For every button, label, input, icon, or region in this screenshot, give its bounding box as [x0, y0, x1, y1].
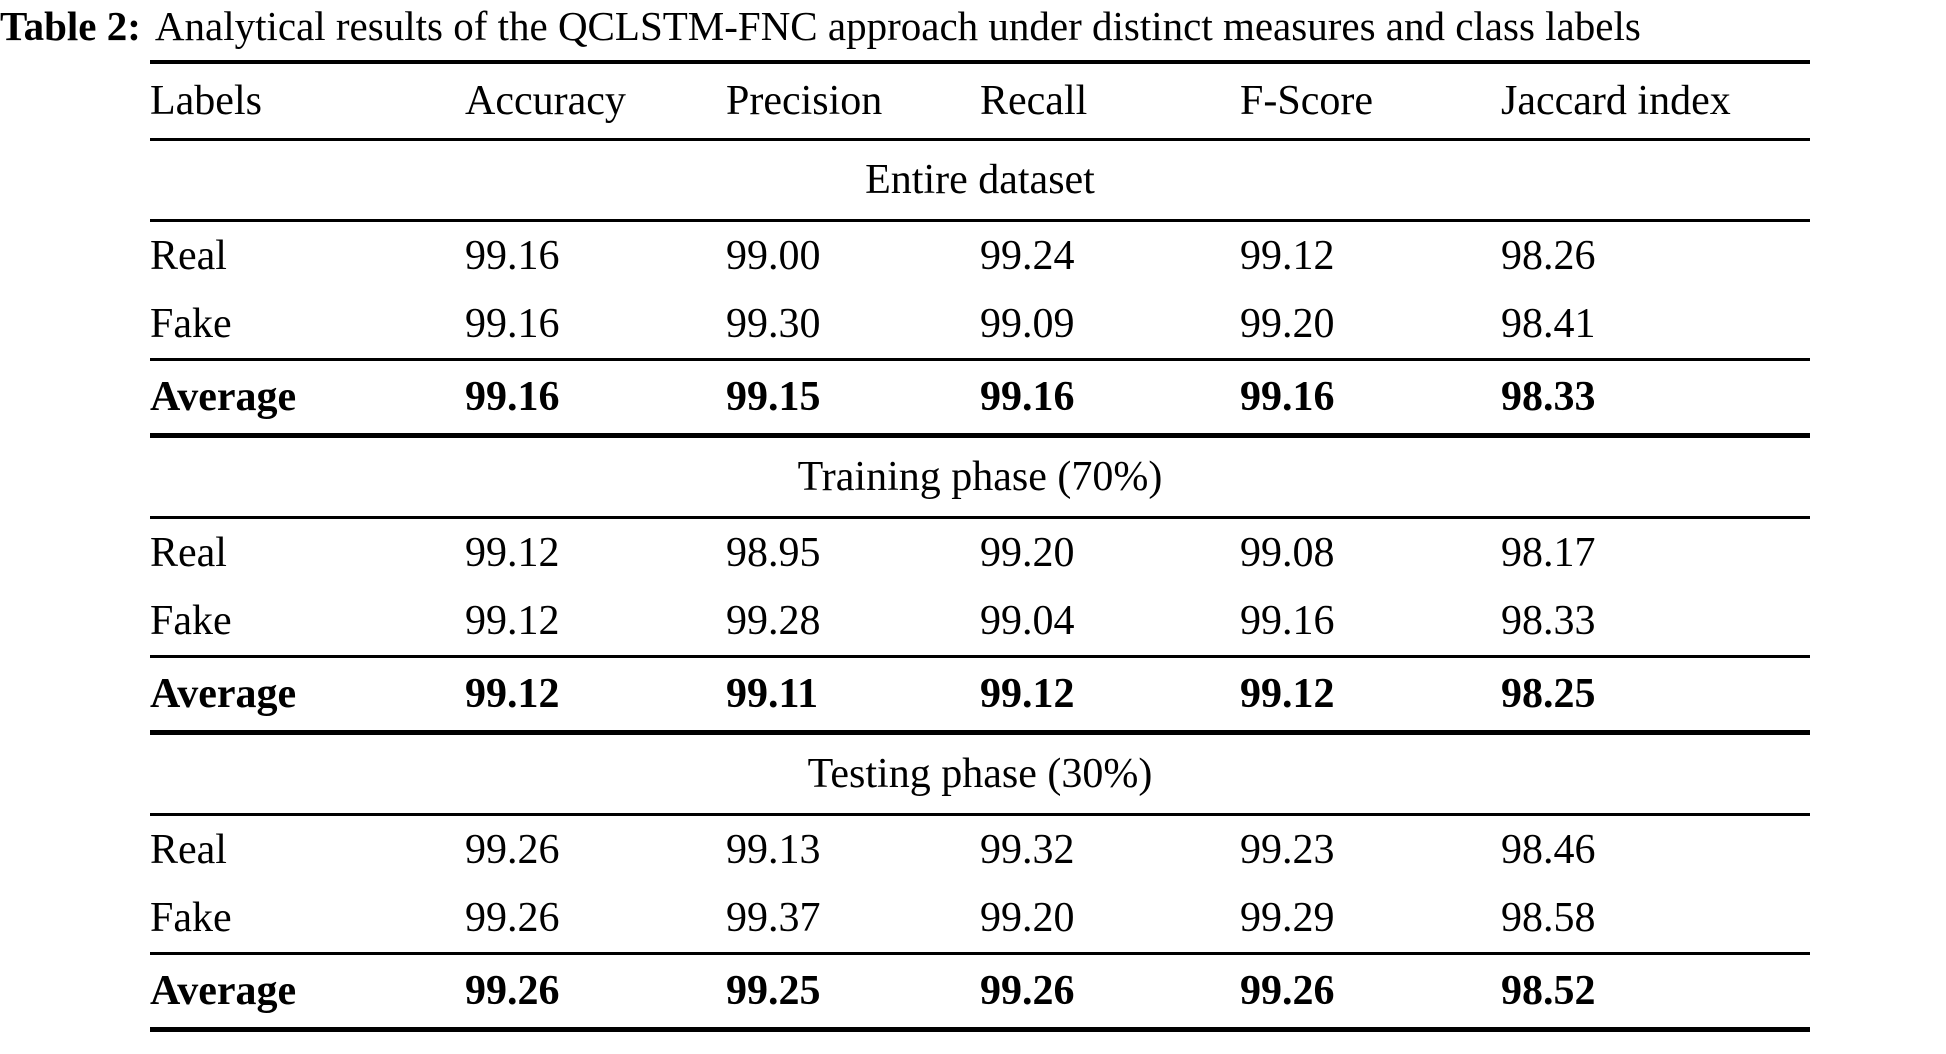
row-label-cell: Real [150, 827, 227, 873]
metric-value-cell: 99.16 [1240, 598, 1335, 644]
table-row: Fake 99.26 99.37 99.20 99.29 98.58 [150, 884, 1810, 954]
metric-value-cell: 99.32 [980, 827, 1075, 873]
column-header-accuracy: Accuracy [465, 78, 626, 124]
metric-value-cell: 98.46 [1501, 827, 1596, 873]
metric-value-cell: 99.16 [465, 301, 560, 347]
metric-value-cell: 99.04 [980, 598, 1075, 644]
results-table: Labels Accuracy Precision Recall F-Score… [150, 60, 1810, 1032]
metric-value-cell: 99.26 [465, 827, 560, 873]
metric-value-cell: 99.26 [465, 895, 560, 941]
metric-value-cell: 98.41 [1501, 301, 1596, 347]
column-header-jaccard-index: Jaccard index [1501, 78, 1731, 124]
table-row: Real 99.26 99.13 99.32 99.23 98.46 [150, 815, 1810, 885]
metric-value-cell: 99.16 [980, 374, 1075, 420]
metric-value-cell: 99.15 [726, 374, 821, 420]
metric-value-cell: 99.12 [980, 671, 1075, 717]
section-row-training-phase: Training phase (70%) [150, 436, 1810, 518]
section-heading-entire-dataset: Entire dataset [865, 157, 1095, 203]
column-header-precision: Precision [726, 78, 883, 124]
metric-value-cell: 98.33 [1501, 374, 1596, 420]
metric-value-cell: 98.52 [1501, 968, 1596, 1014]
metric-value-cell: 98.17 [1501, 530, 1596, 576]
metric-value-cell: 99.26 [465, 968, 560, 1014]
metric-value-cell: 98.25 [1501, 671, 1596, 717]
metric-value-cell: 99.08 [1240, 530, 1335, 576]
table-row: Fake 99.12 99.28 99.04 99.16 98.33 [150, 587, 1810, 657]
metric-value-cell: 99.11 [726, 671, 819, 717]
row-label-cell: Fake [150, 301, 232, 347]
section-heading-testing-phase: Testing phase (30%) [807, 751, 1153, 797]
table-row: Fake 99.16 99.30 99.09 99.20 98.41 [150, 290, 1810, 360]
metric-value-cell: 99.16 [465, 233, 560, 279]
table-caption-text: Analytical results of the QCLSTM-FNC app… [154, 3, 1641, 49]
table-row-average: Average 99.12 99.11 99.12 99.12 98.25 [150, 656, 1810, 733]
metric-value-cell: 99.20 [980, 895, 1075, 941]
metric-value-cell: 99.37 [726, 895, 821, 941]
metric-value-cell: 98.33 [1501, 598, 1596, 644]
section-row-testing-phase: Testing phase (30%) [150, 733, 1810, 815]
metric-value-cell: 99.09 [980, 301, 1075, 347]
section-heading-training-phase: Training phase (70%) [797, 454, 1163, 500]
metric-value-cell: 99.16 [465, 374, 560, 420]
metric-value-cell: 99.29 [1240, 895, 1335, 941]
row-label-cell: Average [150, 671, 297, 717]
metric-value-cell: 99.26 [1240, 968, 1335, 1014]
metric-value-cell: 99.30 [726, 301, 821, 347]
metric-value-cell: 99.12 [465, 530, 560, 576]
section-row-entire-dataset: Entire dataset [150, 140, 1810, 221]
metric-value-cell: 99.00 [726, 233, 821, 279]
table-header-row: Labels Accuracy Precision Recall F-Score… [150, 62, 1810, 140]
metric-value-cell: 98.58 [1501, 895, 1596, 941]
metric-value-cell: 99.12 [1240, 671, 1335, 717]
metric-value-cell: 99.26 [980, 968, 1075, 1014]
metric-value-cell: 99.28 [726, 598, 821, 644]
table-caption: Table 2: Analytical results of the QCLSTM… [0, 2, 1946, 51]
table-caption-label: Table 2: [0, 3, 141, 49]
metric-value-cell: 99.24 [980, 233, 1075, 279]
metric-value-cell: 99.20 [1240, 301, 1335, 347]
row-label-cell: Real [150, 530, 227, 576]
row-label-cell: Average [150, 374, 297, 420]
metric-value-cell: 99.12 [1240, 233, 1335, 279]
metric-value-cell: 99.12 [465, 598, 560, 644]
row-label-cell: Fake [150, 895, 232, 941]
metric-value-cell: 99.20 [980, 530, 1075, 576]
row-label-cell: Fake [150, 598, 232, 644]
metric-value-cell: 98.26 [1501, 233, 1596, 279]
column-header-fscore: F-Score [1240, 78, 1373, 124]
metric-value-cell: 98.95 [726, 530, 821, 576]
column-header-recall: Recall [980, 78, 1088, 124]
metric-value-cell: 99.16 [1240, 374, 1335, 420]
table-row: Real 99.12 98.95 99.20 99.08 98.17 [150, 518, 1810, 588]
column-header-labels: Labels [150, 78, 262, 124]
metric-value-cell: 99.25 [726, 968, 821, 1014]
metric-value-cell: 99.13 [726, 827, 821, 873]
row-label-cell: Real [150, 233, 227, 279]
metric-value-cell: 99.12 [465, 671, 560, 717]
row-label-cell: Average [150, 968, 297, 1014]
table-row-average: Average 99.16 99.15 99.16 99.16 98.33 [150, 359, 1810, 436]
table-row: Real 99.16 99.00 99.24 99.12 98.26 [150, 221, 1810, 291]
metric-value-cell: 99.23 [1240, 827, 1335, 873]
table-row-average: Average 99.26 99.25 99.26 99.26 98.52 [150, 953, 1810, 1030]
